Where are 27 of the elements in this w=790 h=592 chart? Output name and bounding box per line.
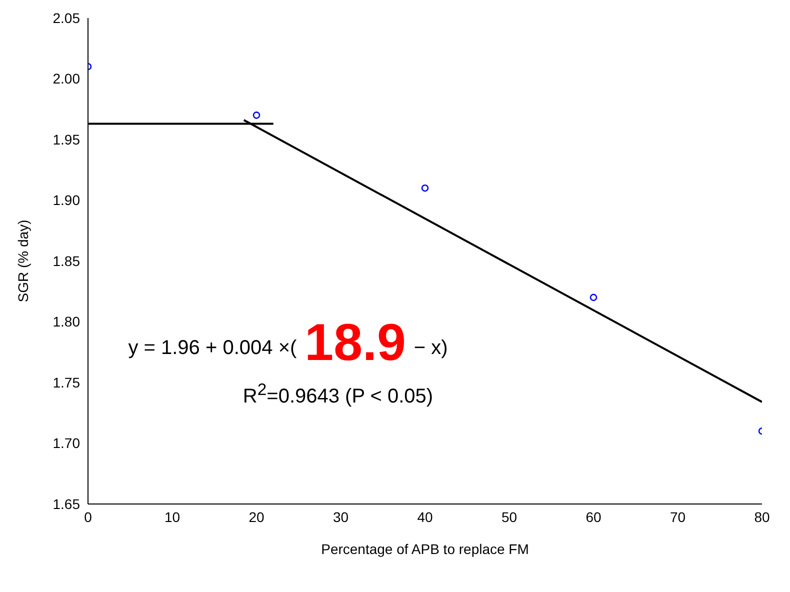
annotation: R$^{2}$=0.9643 (P < 0.05) (242, 380, 434, 409)
y-tick-label: 1.70 (52, 435, 80, 452)
x-tick-label: 40 (417, 508, 433, 525)
annotation: − x) (414, 337, 448, 359)
point (252, 112, 260, 119)
x-tick-label: 0 (84, 508, 92, 525)
x-tick-label: 60 (586, 508, 602, 525)
annotation: 18.9 (304, 314, 406, 372)
y-tick-label: 1.80 (52, 314, 80, 330)
x-axis-title: Percentage of APB to replace FM (321, 541, 529, 557)
x-tick-label: 50 (501, 508, 518, 525)
point (421, 184, 429, 192)
y-tick-label: 1.90 (52, 192, 80, 208)
x-tick-label: 30 (332, 508, 349, 525)
y-tick-label: 2.00 (52, 70, 80, 87)
y-tick-label: 1.65 (52, 496, 80, 512)
y-tick-label: 1.95 (52, 131, 80, 148)
y-tick-label: 1.75 (52, 374, 80, 390)
y-tick-label: 2.05 (52, 10, 80, 26)
y-axis-title: SGR (% day) (14, 220, 31, 302)
point (590, 294, 598, 302)
x-tick-label: 10 (164, 508, 180, 525)
x-tick-label: 20 (248, 508, 264, 525)
x-tick-label: 70 (670, 508, 686, 525)
y-tick-label: 1.85 (52, 252, 80, 269)
x-tick-label: 80 (754, 508, 770, 525)
annotation: y = 1.96 + 0.004 ×( (128, 337, 297, 359)
